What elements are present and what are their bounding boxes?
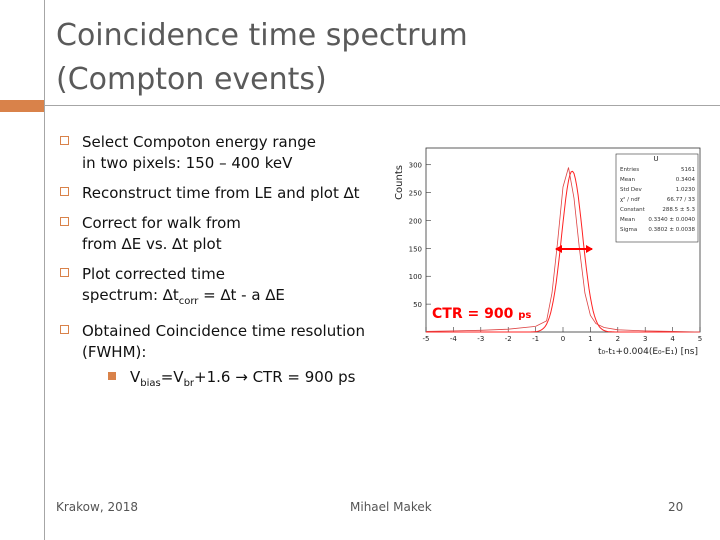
stats-key: Mean	[620, 217, 635, 223]
x-tick-label: -3	[477, 335, 484, 343]
stats-value: 1.0230	[676, 187, 696, 193]
bullet-item: Select Compoton energy range in two pixe…	[60, 132, 420, 174]
arrow-head-right-icon	[586, 245, 593, 253]
stats-value: 0.3340 ± 0.0040	[648, 217, 695, 223]
histogram-line	[425, 167, 701, 333]
stats-key: Sigma	[620, 227, 637, 233]
x-tick-label: 1	[588, 335, 592, 343]
bullet-text: Reconstruct time from LE and plot ∆t	[82, 184, 360, 202]
y-tick-label: 200	[409, 217, 422, 225]
x-axis-label: t₀-t₁+0.004(E₀-E₁) [ns]	[598, 347, 698, 357]
y-tick-label: 250	[409, 190, 422, 198]
bullet-box-icon	[60, 217, 69, 226]
text-run: +1.6 → CTR = 900 ps	[194, 368, 356, 386]
stats-key: Constant	[620, 207, 646, 213]
stats-key: Mean	[620, 177, 635, 183]
bullet-list: Select Compoton energy range in two pixe…	[60, 132, 420, 403]
subscript: bias	[140, 378, 161, 389]
gaussian-fit-line	[426, 170, 700, 333]
square-bullet-icon	[108, 372, 116, 380]
bullet-item: Correct for walk from from ∆E vs. ∆t plo…	[60, 213, 420, 255]
page-number: 20	[668, 500, 684, 514]
vertical-rule	[44, 0, 45, 540]
x-tick-label: 3	[643, 335, 647, 343]
arrow-head-left-icon	[555, 245, 562, 253]
accent-bar	[0, 100, 44, 112]
bullet-text: from ∆E vs. ∆t plot	[82, 235, 222, 253]
horizontal-rule	[44, 105, 720, 106]
title-line-1: Coincidence time spectrum	[56, 18, 468, 53]
stats-value: 0.3802 ± 0.0038	[648, 227, 695, 233]
ctr-unit: ps	[518, 310, 532, 321]
stats-value: 66.77 / 33	[667, 197, 696, 203]
bullet-box-icon	[60, 187, 69, 196]
text-run: V	[130, 368, 141, 386]
stats-value: 288.5 ± 5.3	[662, 207, 695, 213]
stats-box	[615, 153, 699, 243]
footer-left: Krakow, 2018	[56, 500, 139, 514]
x-tick-label: 4	[670, 335, 675, 343]
text-run: = ∆t - a ∆E	[198, 286, 285, 304]
y-tick-label: 150	[409, 245, 422, 253]
footer-author: Mihael Makek	[350, 500, 432, 514]
ctr-value: CTR = 900	[432, 306, 514, 322]
bullet-text: (FWHM):	[82, 343, 147, 361]
x-tick-label: 2	[616, 335, 620, 343]
page-title: Coincidence time spectrum (Compton event…	[56, 14, 468, 102]
hist-name: U	[653, 155, 658, 163]
bullet-item: Plot corrected time spectrum: ∆tcorr = ∆…	[60, 264, 420, 312]
histogram-plot: Counts 300 250 200 150 100 50 -5 -4 -3 -2 -1 0 1 2 3 4…	[380, 140, 710, 362]
y-tick-label: 100	[409, 273, 422, 281]
subscript: br	[183, 378, 195, 389]
sub-bullet: Vbias=Vbr+1.6 → CTR = 900 ps	[82, 367, 420, 394]
stats-key: χ² / ndf	[620, 196, 641, 203]
bullet-text: Correct for walk from	[82, 214, 241, 232]
y-tick-label: 50	[413, 301, 422, 309]
x-tick-label: -5	[423, 335, 430, 343]
ctr-label: CTR = 900 ps	[432, 306, 531, 322]
bullet-text: spectrum: ∆tcorr = ∆t - a ∆E	[82, 285, 420, 312]
bullet-item: Reconstruct time from LE and plot ∆t	[60, 183, 420, 204]
bullet-text: Select Compoton energy range	[82, 133, 316, 151]
x-tick-label: -4	[450, 335, 458, 343]
y-axis-label: Counts	[394, 165, 405, 200]
x-tick-label: -2	[505, 335, 512, 343]
text-run: =V	[160, 368, 184, 386]
subscript: corr	[178, 296, 199, 307]
stats-value: 0.3404	[676, 177, 696, 183]
y-tick-label: 300	[409, 162, 422, 170]
x-tick-label: -1	[532, 335, 539, 343]
bullet-box-icon	[60, 325, 69, 334]
stats-key: Entries	[620, 167, 639, 173]
text-run: spectrum: ∆t	[82, 286, 179, 304]
x-tick-label: 5	[698, 335, 702, 343]
bullet-box-icon	[60, 136, 69, 145]
bullet-text: in two pixels: 150 – 400 keV	[82, 154, 293, 172]
stats-value: 5161	[681, 167, 695, 173]
bullet-box-icon	[60, 268, 69, 277]
stats-key: Std Dev	[620, 187, 643, 193]
title-line-2: (Compton events)	[56, 62, 327, 97]
bullet-text: Obtained Coincidence time resolution	[82, 322, 365, 340]
bullet-text: Plot corrected time	[82, 265, 225, 283]
bullet-item: Obtained Coincidence time resolution (FW…	[60, 321, 420, 394]
x-tick-label: 0	[561, 335, 565, 343]
